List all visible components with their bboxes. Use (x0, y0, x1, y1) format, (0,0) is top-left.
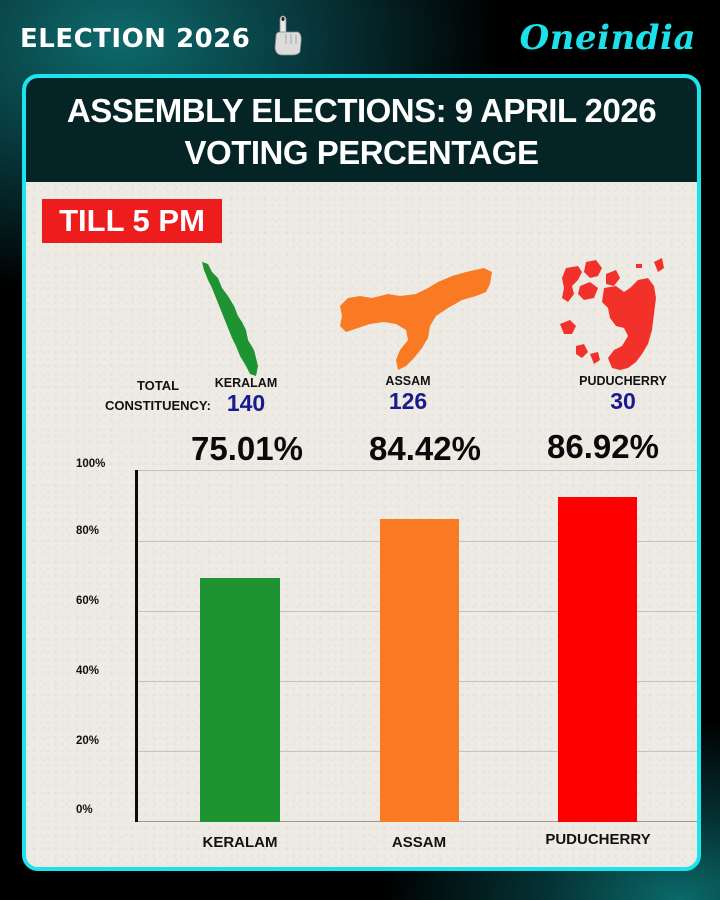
puducherry-seats: 30 (610, 388, 636, 414)
keralam-seats: 140 (226, 390, 266, 416)
category-assam: ASSAM (391, 834, 447, 851)
bar-puducherry (558, 497, 637, 822)
bar-keralam (200, 578, 280, 822)
subheadline: VOTING PERCENTAGE (184, 134, 539, 171)
total-label-line2: CONSTITUENCY: (105, 398, 211, 413)
bar-assam (380, 519, 459, 822)
voting-finger-icon (274, 15, 302, 56)
puducherry-map-icon (560, 258, 664, 370)
keralam-map-icon (202, 262, 258, 376)
time-badge: TILL 5 PM (42, 199, 222, 243)
puducherry-percentage: 86.92% (547, 428, 659, 465)
keralam-name: KERALAM (214, 376, 278, 390)
category-keralam: KERALAM (202, 834, 278, 851)
puducherry-name: PUDUCHERRY (579, 374, 667, 388)
headline: ASSEMBLY ELECTIONS: 9 APRIL 2026 (66, 92, 657, 129)
gridline-100 (137, 470, 697, 471)
total-constituency-label: TOTAL CONSTITUENCY: (98, 376, 218, 416)
ytick-20: 20% (76, 735, 100, 747)
ytick-0: 0% (76, 804, 93, 816)
brand-title: ELECTION 2026 (20, 24, 251, 54)
assam-map-icon (340, 268, 492, 370)
assam-name: ASSAM (385, 374, 431, 388)
infographic-card: ASSEMBLY ELECTIONS: 9 APRIL 2026 VOTING … (22, 74, 701, 871)
assam-seats: 126 (388, 388, 428, 414)
total-label-line1: TOTAL (136, 378, 180, 393)
oneindia-logo: Oneindia (519, 18, 696, 58)
assam-percentage: 84.42% (369, 430, 481, 467)
ytick-100: 100% (76, 458, 106, 470)
ytick-40: 40% (76, 665, 100, 677)
category-puducherry: PUDUCHERRY (545, 831, 651, 848)
ytick-60: 60% (76, 595, 100, 607)
keralam-percentage: 75.01% (191, 430, 303, 467)
y-axis (135, 470, 138, 822)
header-band: ASSEMBLY ELECTIONS: 9 APRIL 2026 VOTING … (26, 78, 697, 182)
ytick-80: 80% (76, 525, 100, 537)
